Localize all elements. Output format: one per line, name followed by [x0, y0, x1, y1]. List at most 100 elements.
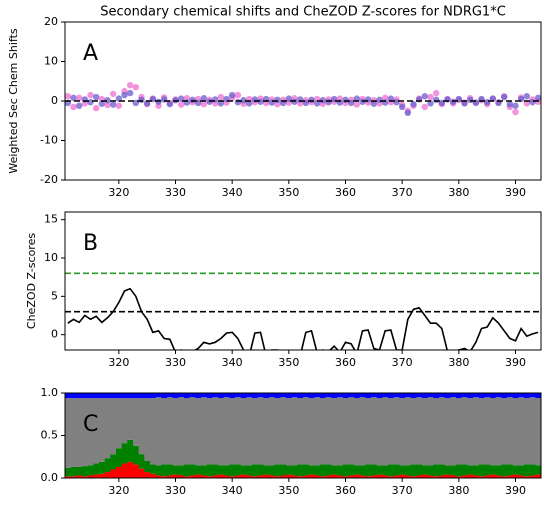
bar-segment: [138, 468, 145, 478]
point: [200, 95, 208, 102]
bar-segment: [303, 393, 309, 398]
point: [109, 90, 117, 98]
point: [121, 91, 128, 99]
bar-segment: [450, 397, 457, 466]
bar-segment: [121, 393, 128, 399]
bar-segment: [490, 465, 496, 475]
y-tick-label: 5: [51, 289, 58, 302]
bar-segment: [535, 398, 541, 466]
bar-segment: [314, 475, 321, 478]
point: [200, 100, 208, 108]
bar-segment: [393, 475, 400, 478]
bar-segment: [178, 397, 185, 466]
bar-segment: [178, 475, 185, 478]
bar-segment: [155, 393, 162, 398]
bar-segment: [195, 398, 202, 466]
bar-segment: [161, 393, 168, 399]
bar-segment: [121, 463, 128, 478]
bar-segment: [127, 439, 134, 462]
bar-segment: [376, 393, 383, 399]
bar-segment: [172, 393, 179, 399]
bar-segment: [376, 398, 383, 466]
bar-segment: [144, 472, 151, 478]
bar-segment: [189, 397, 196, 465]
bar-segment: [422, 465, 428, 475]
bar-segment: [365, 476, 372, 478]
bar-segment: [144, 461, 151, 473]
bar-segment: [116, 398, 122, 449]
point: [87, 91, 94, 99]
y-tick-label: 15: [44, 213, 58, 226]
point: [500, 93, 508, 101]
bar-segment: [150, 398, 156, 465]
bar-segment: [427, 393, 434, 398]
point: [370, 100, 378, 107]
bar-segment: [467, 393, 474, 399]
bar-segment: [110, 454, 117, 470]
bar-segment: [291, 393, 298, 398]
bar-segment: [286, 393, 292, 399]
bar-segment: [320, 476, 326, 478]
x-tick-label: 380: [448, 186, 469, 199]
bar-segment: [308, 474, 315, 478]
y-axis-label: Weighted Sec Chem Shifts: [7, 28, 20, 173]
bar-segment: [535, 474, 541, 478]
bar-segment: [507, 475, 513, 478]
bar-segment: [189, 464, 196, 476]
bar-segment: [229, 393, 236, 399]
bar-segment: [422, 398, 428, 466]
bar-segment: [297, 464, 304, 477]
bar-segment: [439, 397, 445, 465]
plot-area: [65, 393, 541, 478]
bar-segment: [155, 397, 162, 466]
bar-segment: [388, 398, 394, 465]
bar-segment: [422, 393, 428, 399]
bar-segment: [501, 398, 508, 465]
bar-segment: [473, 465, 479, 476]
bar-segment: [99, 461, 105, 474]
bar-segment: [444, 465, 451, 475]
bar-segment: [76, 398, 83, 467]
bar-segment: [439, 464, 445, 476]
point: [427, 93, 434, 101]
bar-segment: [161, 398, 168, 465]
bar-segment: [501, 393, 508, 399]
bar-segment: [127, 393, 134, 399]
point: [70, 103, 77, 111]
point: [376, 96, 383, 104]
bar-segment: [116, 466, 122, 478]
bar-segment: [246, 393, 253, 398]
bar-segment: [133, 393, 139, 399]
bar-segment: [399, 393, 406, 399]
bar-segment: [291, 397, 298, 466]
bar-segment: [257, 397, 264, 465]
point: [177, 101, 185, 108]
point: [432, 96, 440, 104]
bar-segment: [478, 393, 485, 399]
bar-segment: [359, 397, 366, 466]
y-tick-label: 0: [51, 94, 58, 107]
bar-segment: [320, 393, 326, 399]
point: [512, 102, 519, 109]
y-tick-label: 10: [44, 55, 58, 68]
bar-segment: [104, 472, 111, 478]
bar-segment: [535, 465, 541, 475]
point: [353, 101, 361, 108]
bar-segment: [314, 393, 321, 398]
point: [189, 96, 196, 104]
bar-segment: [286, 474, 292, 478]
bar-segment: [87, 465, 94, 476]
bar-segment: [376, 474, 383, 478]
bar-segment: [172, 474, 179, 478]
bar-segment: [456, 393, 462, 399]
x-tick-label: 330: [165, 484, 186, 497]
bar-segment: [201, 393, 207, 398]
bar-segment: [229, 476, 236, 478]
bar-segment: [110, 393, 117, 399]
bar-segment: [138, 454, 145, 469]
bar-segment: [348, 393, 355, 398]
bar-segment: [342, 393, 349, 399]
bar-segment: [212, 475, 219, 478]
bar-segment: [87, 475, 94, 478]
bar-segment: [450, 465, 457, 476]
